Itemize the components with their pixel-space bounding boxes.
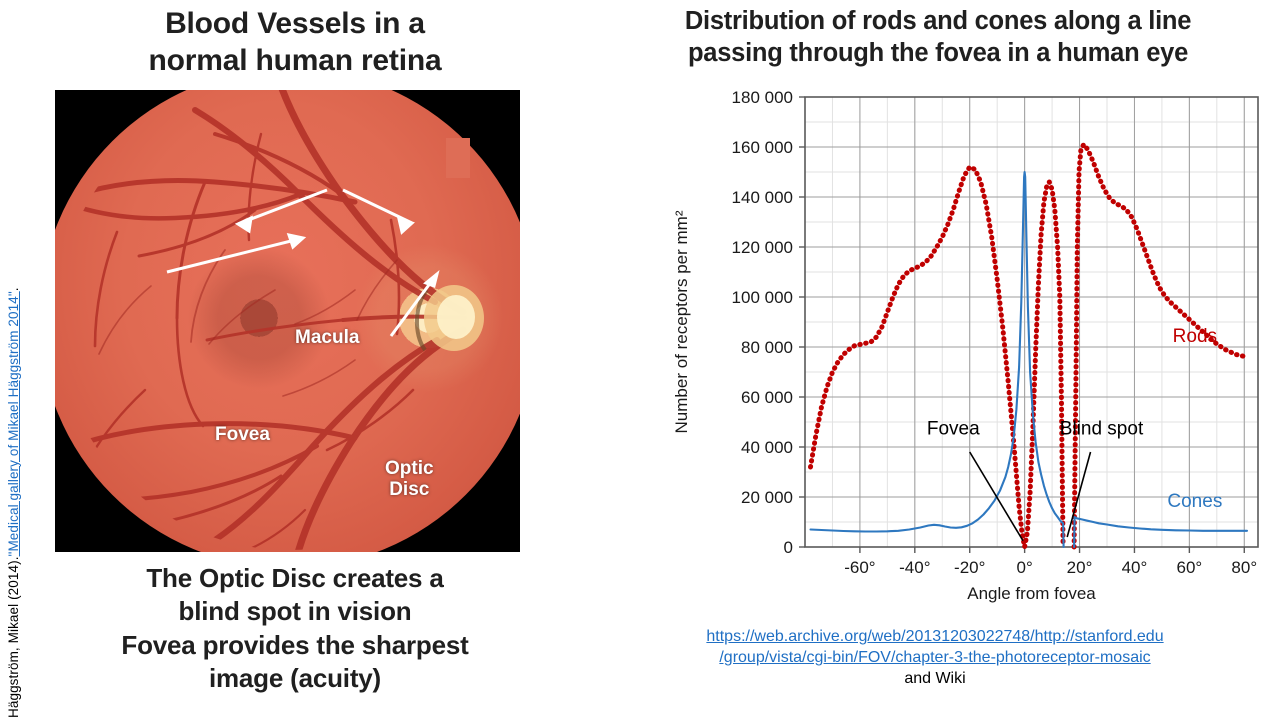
left-caption-line-2: blind spot in vision: [178, 596, 412, 627]
x-tick-40: 40°: [1122, 558, 1148, 577]
left-panel-caption: The Optic Disc creates a blind spot in v…: [30, 562, 560, 695]
legend-label-cones: Cones: [1167, 491, 1222, 512]
attribution-credit: Häggström, Mikael (2014). "Medical galle…: [0, 0, 27, 720]
chart-title-line-2: passing through the fovea in a human eye: [687, 38, 1189, 67]
y-tick-140000: 140 000: [732, 188, 793, 207]
left-title-line-2: normal human retina: [148, 43, 442, 77]
annotation-arrows: [166, 188, 440, 337]
chart-title-line-1: Distribution of rods and cones along a l…: [684, 7, 1192, 35]
chart-plot-frame: [804, 96, 1259, 548]
series-cones: [809, 170, 1249, 549]
left-caption-line-4: image (acuity): [208, 662, 382, 693]
retina-fundus-photo: Macula Fovea Optic Disc: [55, 90, 520, 552]
y-tick-60000: 60 000: [741, 388, 793, 407]
y-tick-0: 0: [784, 538, 793, 557]
y-tick-100000: 100 000: [732, 288, 793, 307]
x-tick--20: -20°: [954, 558, 985, 577]
chart-annotation-fovea: Fovea: [927, 419, 980, 440]
left-panel-title: Blood Vessels in a normal human retina: [30, 6, 560, 79]
source-suffix: and Wiki: [904, 670, 966, 688]
y-tick-120000: 120 000: [732, 238, 793, 257]
y-tick-80000: 80 000: [741, 338, 793, 357]
chart-y-axis-label: Number of receptors per mm²: [672, 210, 691, 433]
annotation-optic-disc-line-1: Optic: [385, 458, 434, 479]
x-tick--40: -40°: [899, 558, 930, 577]
source-url-line-2[interactable]: /group/vista/cgi-bin/FOV/chapter-3-the-p…: [719, 649, 1151, 667]
legend-label-rods: Rods: [1173, 326, 1217, 347]
annotation-macula: Macula: [295, 327, 360, 348]
rods-cones-chart: 0 20 000 40 000 60 000 80 000 100 000 120 000 1…: [590, 82, 1280, 617]
y-tick-180000: 180 000: [732, 88, 793, 107]
source-citation: https://web.archive.org/web/201312030227…: [590, 626, 1280, 689]
left-panel: Blood Vessels in a normal human retina: [30, 0, 560, 720]
source-url-line-1[interactable]: https://web.archive.org/web/201312030227…: [706, 628, 1164, 645]
attribution-prefix: Häggström, Mikael (2014).: [5, 556, 21, 718]
annotation-fovea: Fovea: [215, 424, 270, 445]
y-tick-40000: 40 000: [741, 438, 793, 457]
y-tick-160000: 160 000: [732, 138, 793, 157]
chart-series-layer: [808, 142, 1250, 550]
retina-notch-shape: [446, 138, 470, 178]
chart-title: Distribution of rods and cones along a l…: [596, 6, 1280, 70]
left-title-line-1: Blood Vessels in a: [165, 7, 425, 40]
optic-disc-region: [414, 285, 484, 352]
chart-x-tick-labels: -60° -40° -20° 0° 20° 40° 60° 80°: [844, 558, 1257, 577]
left-caption-line-1: The Optic Disc creates a: [146, 563, 444, 593]
y-tick-20000: 20 000: [741, 488, 793, 507]
x-tick--60: -60°: [844, 558, 875, 577]
annotation-optic-disc: Optic Disc: [385, 458, 434, 501]
series-rods: [808, 142, 1250, 550]
annotation-optic-disc-line-2: Disc: [389, 479, 430, 501]
left-caption-line-3: Fovea provides the sharpest: [121, 629, 469, 660]
chart-annotation-blind-spot: Blind spot: [1060, 419, 1144, 440]
chart-tick-marks: [799, 96, 1245, 553]
source-url-line-2-wrap: /group/vista/cgi-bin/FOV/chapter-3-the-p…: [590, 647, 1280, 668]
chart-x-axis-label: Angle from fovea: [967, 584, 1096, 603]
x-tick-0: 0°: [1017, 558, 1033, 577]
x-tick-20: 20°: [1067, 558, 1093, 577]
right-panel: Distribution of rods and cones along a l…: [590, 0, 1280, 720]
source-url-line-1-wrap: https://web.archive.org/web/201312030227…: [590, 626, 1280, 647]
chart-annotation-layer: Fovea Blind spot: [927, 419, 1144, 542]
attribution-suffix: .: [5, 287, 21, 292]
chart-canvas: 0 20 000 40 000 60 000 80 000 100 000 120 000 1…: [672, 88, 1259, 603]
retina-vessel-overlay: [60, 90, 484, 550]
chart-y-tick-labels: 0 20 000 40 000 60 000 80 000 100 000 120 000 1…: [732, 88, 793, 557]
attribution-link[interactable]: "Medical gallery of Mikael Häggström 201…: [5, 291, 21, 557]
x-tick-60: 60°: [1177, 558, 1203, 577]
x-tick-80: 80°: [1231, 558, 1257, 577]
chart-inline-legend: Rods Cones: [1167, 326, 1222, 512]
